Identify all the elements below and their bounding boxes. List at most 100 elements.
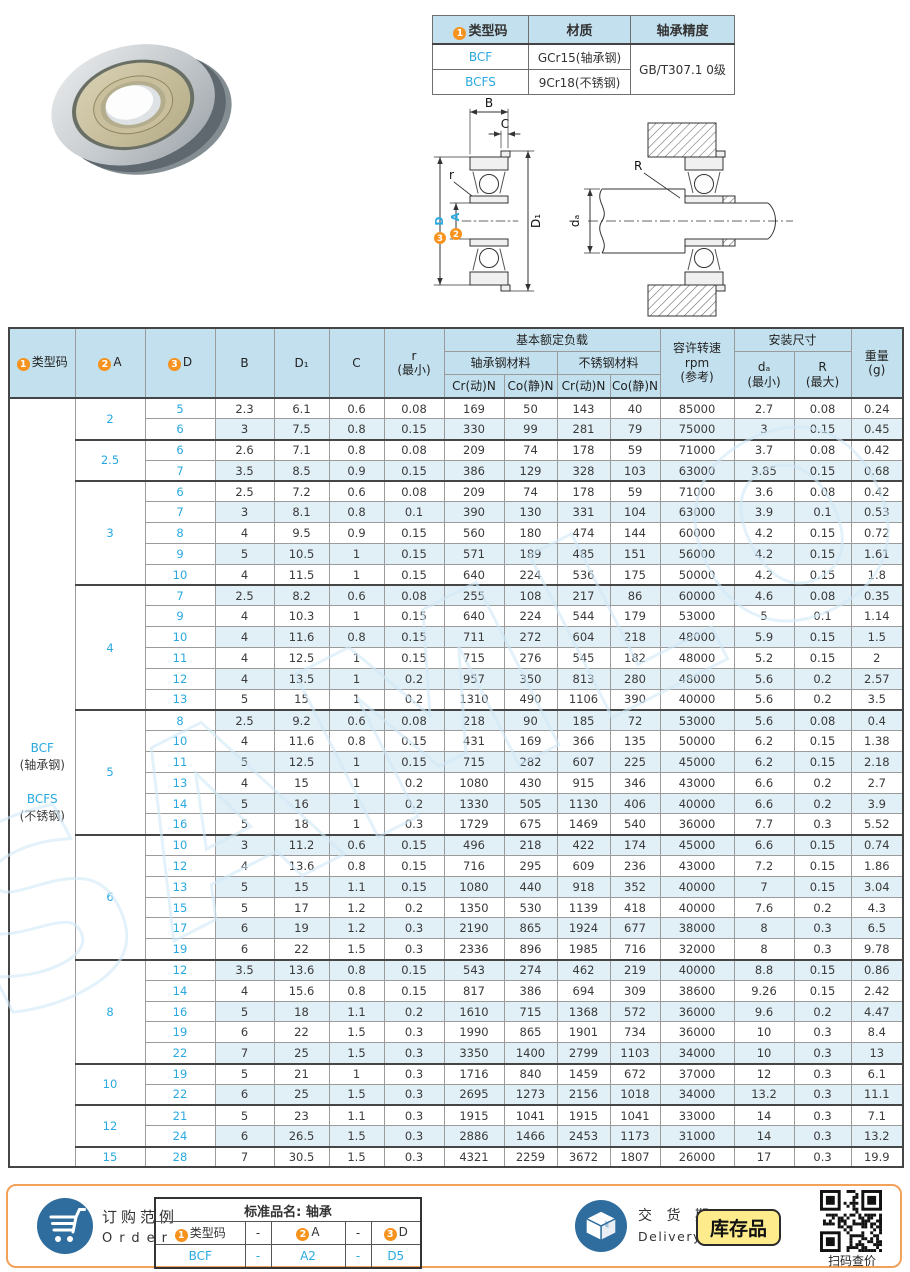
value-cell: 0.15	[793, 751, 852, 773]
value-cell: 74	[503, 480, 558, 503]
value-cell: 1080	[443, 875, 505, 898]
dim-A-cell: 4	[74, 584, 146, 711]
spec-row: 10 19 5 21 1 0.3 1716 840 1459 672 37000 12 0.3 6.1	[9, 1062, 904, 1106]
spec-row: 19 6 22 1.5 0.3 2336 896 1985 716 32000 8 0.3 9.78	[9, 938, 904, 961]
value-cell: 10	[733, 1042, 795, 1064]
value-cell: 18	[273, 813, 330, 836]
value-cell: 36000	[659, 813, 735, 836]
value-cell: 1	[328, 813, 385, 836]
value-cell: 0.24	[850, 397, 904, 420]
badge-3-icon: 3	[437, 234, 443, 244]
value-cell: 282	[503, 751, 558, 773]
value-cell: 40	[609, 397, 661, 420]
dim-D-cell: 24	[144, 1125, 216, 1148]
value-cell: 3350	[443, 1042, 505, 1064]
value-cell: 18	[273, 1000, 330, 1023]
dim-D-cell: 13	[144, 688, 216, 711]
value-cell: 108	[503, 584, 558, 607]
value-cell: 0.15	[793, 647, 852, 669]
value-cell: 0.15	[383, 626, 445, 649]
col-header-stainless: 不锈钢材料	[556, 351, 661, 375]
dim-A-cell: 10	[74, 1062, 146, 1106]
value-cell: 0.8	[328, 626, 385, 649]
dim-A-cell: 8	[74, 958, 146, 1064]
value-cell: 60000	[659, 584, 735, 607]
value-cell: 4.3	[850, 896, 904, 919]
value-cell: 544	[556, 605, 611, 628]
value-cell: 0.15	[793, 730, 852, 753]
value-cell: 0.4	[850, 708, 904, 732]
value-cell: 1.5	[328, 938, 385, 961]
value-cell: 0.15	[383, 563, 445, 586]
value-cell: 9.2	[273, 708, 330, 732]
value-cell: 675	[503, 813, 558, 836]
bearing-photo	[51, 44, 232, 175]
value-cell: 0.45	[850, 418, 904, 441]
value-cell: 5	[214, 1000, 275, 1023]
value-cell: 4	[214, 522, 275, 545]
value-cell: 4.2	[733, 543, 795, 565]
value-cell: 309	[609, 979, 661, 1002]
value-cell: 1080	[443, 771, 505, 794]
value-cell: 1469	[556, 813, 611, 836]
dim-A-cell: 15	[74, 1145, 146, 1168]
value-cell: 1915	[443, 1104, 505, 1127]
value-cell: 40000	[659, 958, 735, 981]
value-cell: 1.61	[850, 543, 904, 565]
dim-D-cell: 7	[144, 584, 216, 607]
value-cell: 255	[443, 584, 505, 607]
value-cell: 0.15	[793, 855, 852, 877]
value-cell: 53000	[659, 605, 735, 628]
value-cell: 0.2	[793, 771, 852, 794]
value-cell: 1.2	[328, 917, 385, 940]
spec-row: 12 4 13.5 1 0.2 957 350 813 280 48000 5.6 0.2 2.57	[9, 667, 904, 690]
value-cell: 218	[503, 833, 558, 857]
value-cell: 8.5	[273, 459, 330, 482]
value-cell: 715	[503, 1000, 558, 1023]
col-header-C: C	[328, 327, 385, 399]
value-cell: 2.57	[850, 667, 904, 690]
value-cell: 0.15	[793, 833, 852, 857]
value-cell: 6.5	[850, 917, 904, 940]
value-cell: 218	[609, 626, 661, 649]
value-cell: 8.8	[733, 958, 795, 981]
value-cell: 485	[556, 543, 611, 565]
dim-A-cell: 2	[74, 397, 146, 441]
value-cell: 50	[503, 397, 558, 420]
value-cell: 129	[503, 459, 558, 482]
value-cell: 540	[609, 813, 661, 836]
value-cell: 0.15	[383, 855, 445, 877]
value-cell: 0.15	[383, 418, 445, 441]
value-cell: 17	[273, 896, 330, 919]
value-cell: 0.3	[793, 1042, 852, 1064]
value-cell: 26.5	[273, 1125, 330, 1148]
value-cell: 1.1	[328, 1104, 385, 1127]
col-header-B: B	[214, 327, 275, 399]
value-cell: 103	[609, 459, 661, 482]
value-cell: 1400	[503, 1042, 558, 1064]
dim-D-cell: 13	[144, 875, 216, 898]
value-cell: 175	[609, 563, 661, 586]
badge-2-icon: 2	[453, 230, 459, 240]
value-cell: 0.15	[383, 979, 445, 1002]
value-cell: 350	[503, 667, 558, 690]
value-cell: 5.6	[733, 667, 795, 690]
value-cell: 15	[273, 771, 330, 794]
value-cell: 1	[328, 543, 385, 565]
material-spec-table: 1 类型码 材质 轴承精度 BCF GCr15(轴承钢) GB/T307.1 0级…	[432, 15, 735, 95]
value-cell: 22	[273, 938, 330, 961]
stock-badge: 库存品	[696, 1209, 782, 1246]
value-cell: 8.4	[850, 1021, 904, 1044]
value-cell: 236	[609, 855, 661, 877]
value-cell: 0.53	[850, 501, 904, 524]
value-cell: 0.15	[793, 958, 852, 981]
value-cell: 0.3	[383, 917, 445, 940]
value-cell: 0.3	[383, 1125, 445, 1148]
value-cell: 813	[556, 667, 611, 690]
dim-D-cell: 9	[144, 543, 216, 565]
value-cell: 11.6	[273, 730, 330, 753]
value-cell: 1	[328, 792, 385, 815]
col-header-co-stainless: Co(静)N	[609, 374, 661, 399]
value-cell: 0.08	[793, 397, 852, 420]
